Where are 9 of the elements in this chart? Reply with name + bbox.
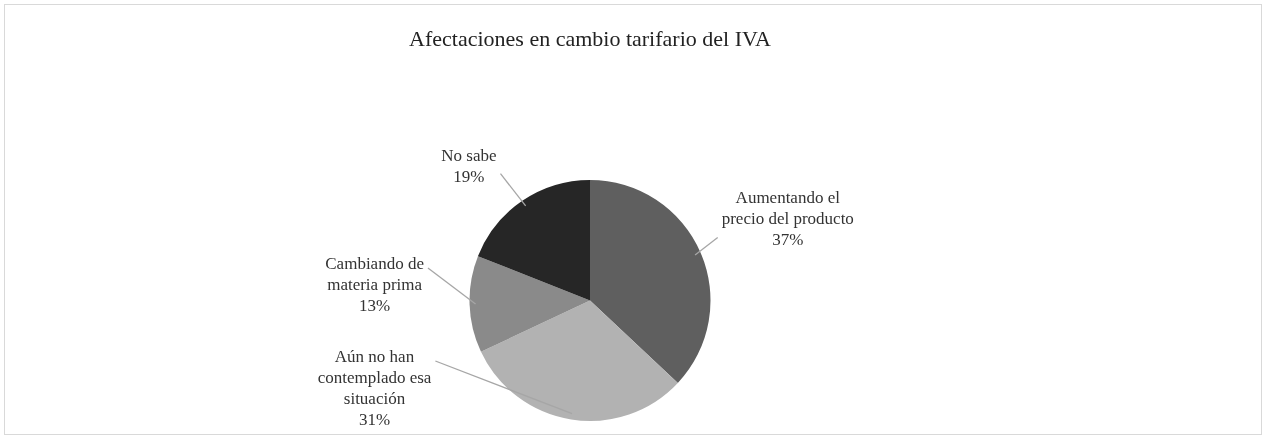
data-label: 13% bbox=[359, 295, 391, 315]
data-label: 31% bbox=[358, 409, 391, 429]
data-label: 37% bbox=[772, 230, 804, 250]
slice-label: No sabe bbox=[441, 145, 497, 165]
slice-label: Aumentando el precio del producto bbox=[721, 188, 854, 229]
chart-title: Afectaciones en cambio tarifario del IVA bbox=[408, 26, 772, 52]
data-label: 19% bbox=[453, 166, 485, 186]
slice-label: Cambiando de materia prima bbox=[325, 253, 424, 294]
slice-label: Aún no han contemplado esa situación bbox=[317, 346, 432, 408]
